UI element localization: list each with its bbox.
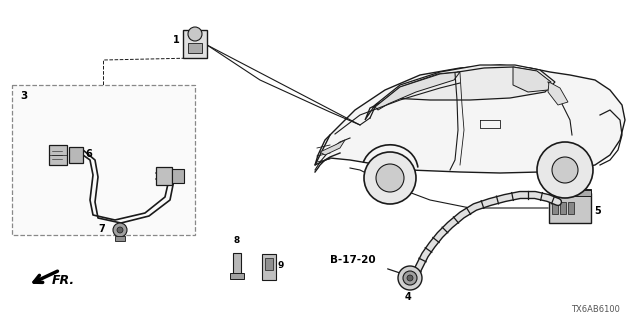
Text: B-17-20: B-17-20 xyxy=(330,255,376,265)
Polygon shape xyxy=(320,140,345,155)
Bar xyxy=(568,202,574,214)
Bar xyxy=(233,253,241,275)
Polygon shape xyxy=(375,72,460,110)
Bar xyxy=(183,30,207,58)
Circle shape xyxy=(407,275,413,281)
Circle shape xyxy=(376,164,404,192)
Bar xyxy=(172,169,184,183)
Bar xyxy=(560,202,566,214)
Polygon shape xyxy=(548,82,568,105)
Text: 8: 8 xyxy=(234,236,240,245)
Circle shape xyxy=(364,152,416,204)
Polygon shape xyxy=(513,67,551,92)
Text: 3: 3 xyxy=(20,91,28,101)
Bar xyxy=(115,236,125,241)
Polygon shape xyxy=(315,65,625,173)
Text: TX6AB6100: TX6AB6100 xyxy=(571,305,620,314)
Bar xyxy=(549,193,591,223)
Circle shape xyxy=(398,266,422,290)
Circle shape xyxy=(552,157,578,183)
Text: 6: 6 xyxy=(85,149,92,159)
Text: 7: 7 xyxy=(98,224,105,234)
Bar xyxy=(69,147,83,163)
Bar xyxy=(265,258,273,270)
Circle shape xyxy=(403,271,417,285)
Bar xyxy=(549,189,591,193)
Text: 4: 4 xyxy=(405,292,412,302)
Bar xyxy=(188,43,202,53)
Bar xyxy=(262,254,276,280)
Bar xyxy=(12,85,195,235)
Bar xyxy=(156,167,172,185)
Text: FR.: FR. xyxy=(52,274,75,287)
Bar xyxy=(549,190,591,196)
Text: 1: 1 xyxy=(173,35,180,45)
Circle shape xyxy=(537,142,593,198)
Circle shape xyxy=(113,223,127,237)
Circle shape xyxy=(188,27,202,41)
Polygon shape xyxy=(365,65,555,120)
Bar xyxy=(49,145,67,165)
Bar xyxy=(230,273,244,279)
Text: 5: 5 xyxy=(594,206,601,216)
Circle shape xyxy=(117,227,123,233)
Bar xyxy=(552,202,558,214)
Text: 9: 9 xyxy=(278,261,284,270)
